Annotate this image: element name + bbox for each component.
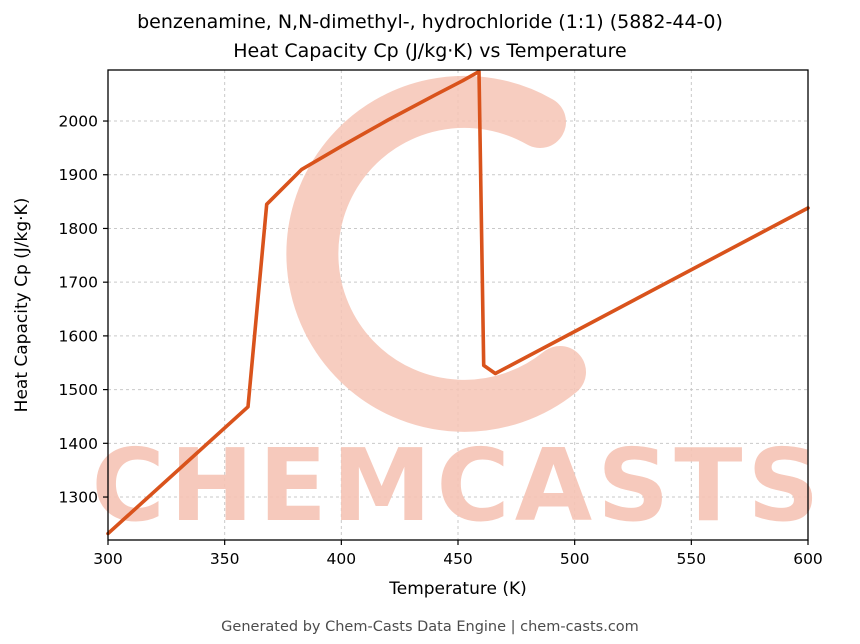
x-tick-label: 500 bbox=[560, 550, 590, 568]
y-tick-label: 1900 bbox=[59, 166, 98, 184]
footer-credit: Generated by Chem-Casts Data Engine | ch… bbox=[221, 619, 639, 635]
x-axis-label: Temperature (K) bbox=[388, 579, 527, 599]
y-tick-label: 1800 bbox=[59, 220, 98, 238]
x-tick-label: 600 bbox=[793, 550, 823, 568]
y-tick-label: 1500 bbox=[59, 381, 98, 399]
chart-title-line1: benzenamine, N,N-dimethyl-, hydrochlorid… bbox=[137, 11, 723, 33]
y-tick-label: 1600 bbox=[59, 327, 98, 345]
watermark-logo-icon bbox=[286, 75, 586, 432]
x-tick-label: 400 bbox=[327, 550, 357, 568]
y-tick-label: 2000 bbox=[59, 113, 98, 131]
y-tick-label: 1400 bbox=[59, 435, 98, 453]
x-tick-label: 450 bbox=[443, 550, 473, 568]
x-tick-label: 550 bbox=[677, 550, 707, 568]
chart-title: benzenamine, N,N-dimethyl-, hydrochlorid… bbox=[0, 8, 860, 65]
y-axis-label: Heat Capacity Cp (J/kg·K) bbox=[12, 198, 32, 413]
x-tick-label: 300 bbox=[93, 550, 123, 568]
y-tick-label: 1700 bbox=[59, 274, 98, 292]
data-line bbox=[106, 69, 810, 536]
watermark-text: CHEMCASTS bbox=[92, 427, 825, 544]
y-tick-label: 1300 bbox=[59, 489, 98, 507]
chart-title-line2: Heat Capacity Cp (J/kg·K) vs Temperature bbox=[233, 39, 627, 62]
x-tick-label: 350 bbox=[210, 550, 240, 568]
